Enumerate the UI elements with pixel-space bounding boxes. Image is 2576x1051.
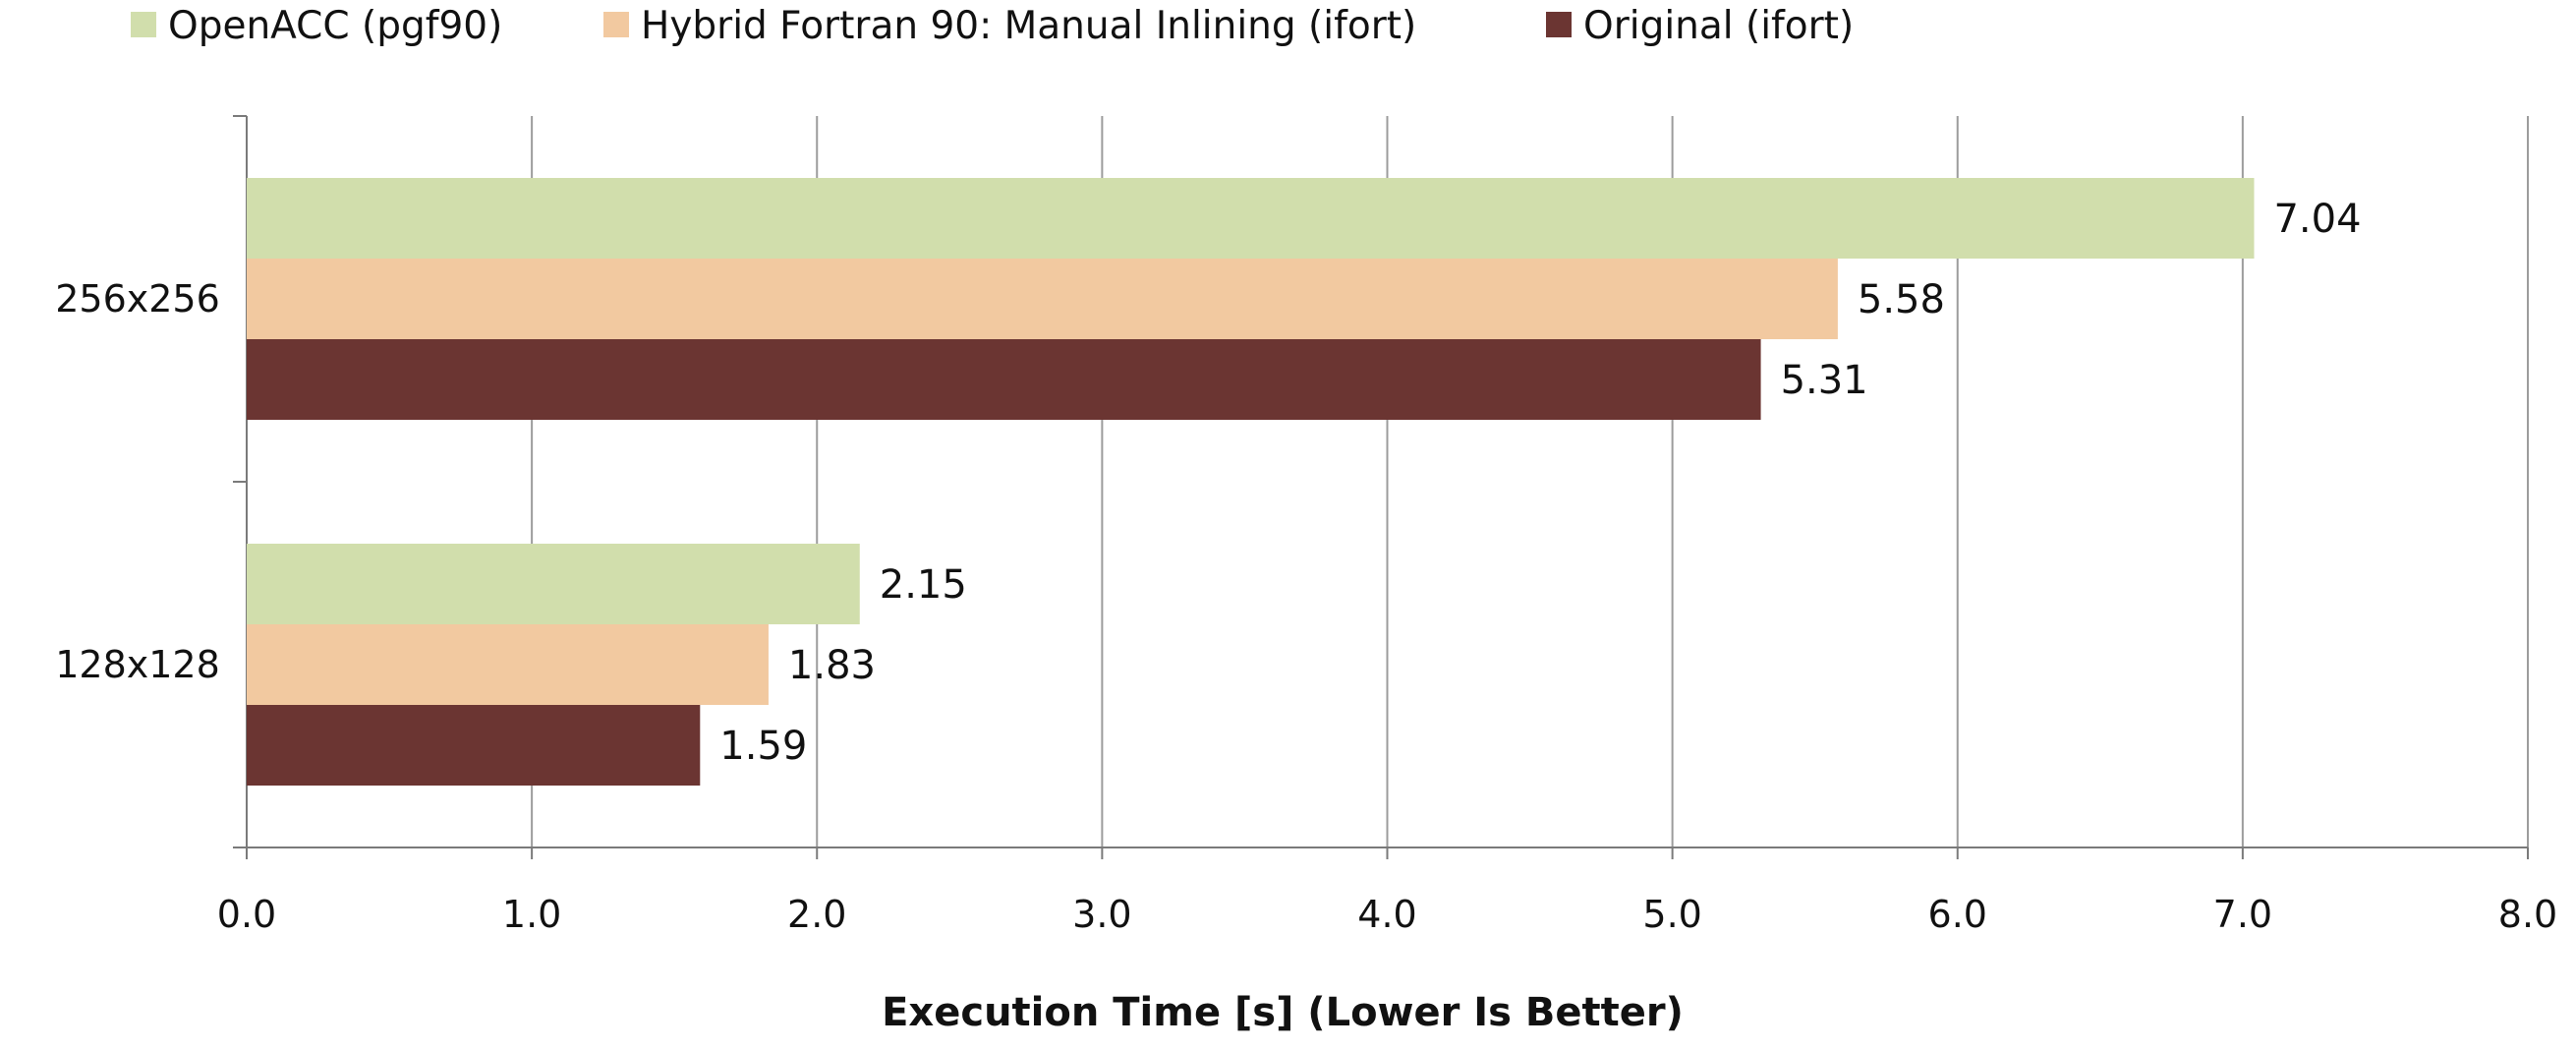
data-label: 7.04: [2273, 197, 2361, 242]
x-tick-labels: 0.0 1.0 2.0 3.0 4.0 5.0 6.0 7.0 8.0: [217, 893, 2557, 936]
bar: [247, 339, 1761, 420]
y-category-labels: 128x128 256x256: [55, 277, 220, 686]
bar: [247, 624, 769, 705]
x-tick-label: 0.0: [217, 893, 276, 936]
bars: [247, 178, 2255, 786]
legend-swatch: [603, 12, 629, 37]
data-label: 1.83: [788, 643, 876, 688]
x-tick-label: 4.0: [1357, 893, 1416, 936]
data-labels: 2.151.83 1.59 7.04 5.58 5.31: [719, 197, 2361, 769]
bar: [247, 259, 1838, 339]
x-tick-label: 6.0: [1928, 893, 1987, 936]
legend-label: Original (ifort): [1583, 4, 1854, 48]
legend-swatch: [1546, 12, 1572, 37]
x-tick-label: 5.0: [1642, 893, 1701, 936]
x-tick-label: 8.0: [2498, 893, 2557, 936]
bar: [247, 178, 2255, 259]
data-label: 5.58: [1858, 277, 1945, 322]
x-tick-label: 7.0: [2213, 893, 2272, 936]
y-category-label: 256x256: [55, 277, 220, 321]
data-label: 1.59: [719, 724, 807, 769]
legend-label: Hybrid Fortran 90: Manual Inlining (ifor…: [641, 4, 1416, 48]
bar: [247, 544, 860, 624]
bar: [247, 705, 701, 786]
y-category-label: 128x128: [55, 643, 220, 686]
legend-swatch: [131, 12, 156, 37]
legend-label: OpenACC (pgf90): [168, 4, 502, 48]
legend: OpenACC (pgf90) Hybrid Fortran 90: Manual…: [131, 4, 1854, 48]
x-tick-label: 1.0: [502, 893, 561, 936]
x-axis-title: Execution Time [s] (Lower Is Better): [882, 990, 1684, 1035]
data-label: 5.31: [1781, 358, 1868, 403]
x-tick-label: 2.0: [787, 893, 846, 936]
x-tick-label: 3.0: [1072, 893, 1131, 936]
data-label: 2.15: [880, 562, 967, 608]
